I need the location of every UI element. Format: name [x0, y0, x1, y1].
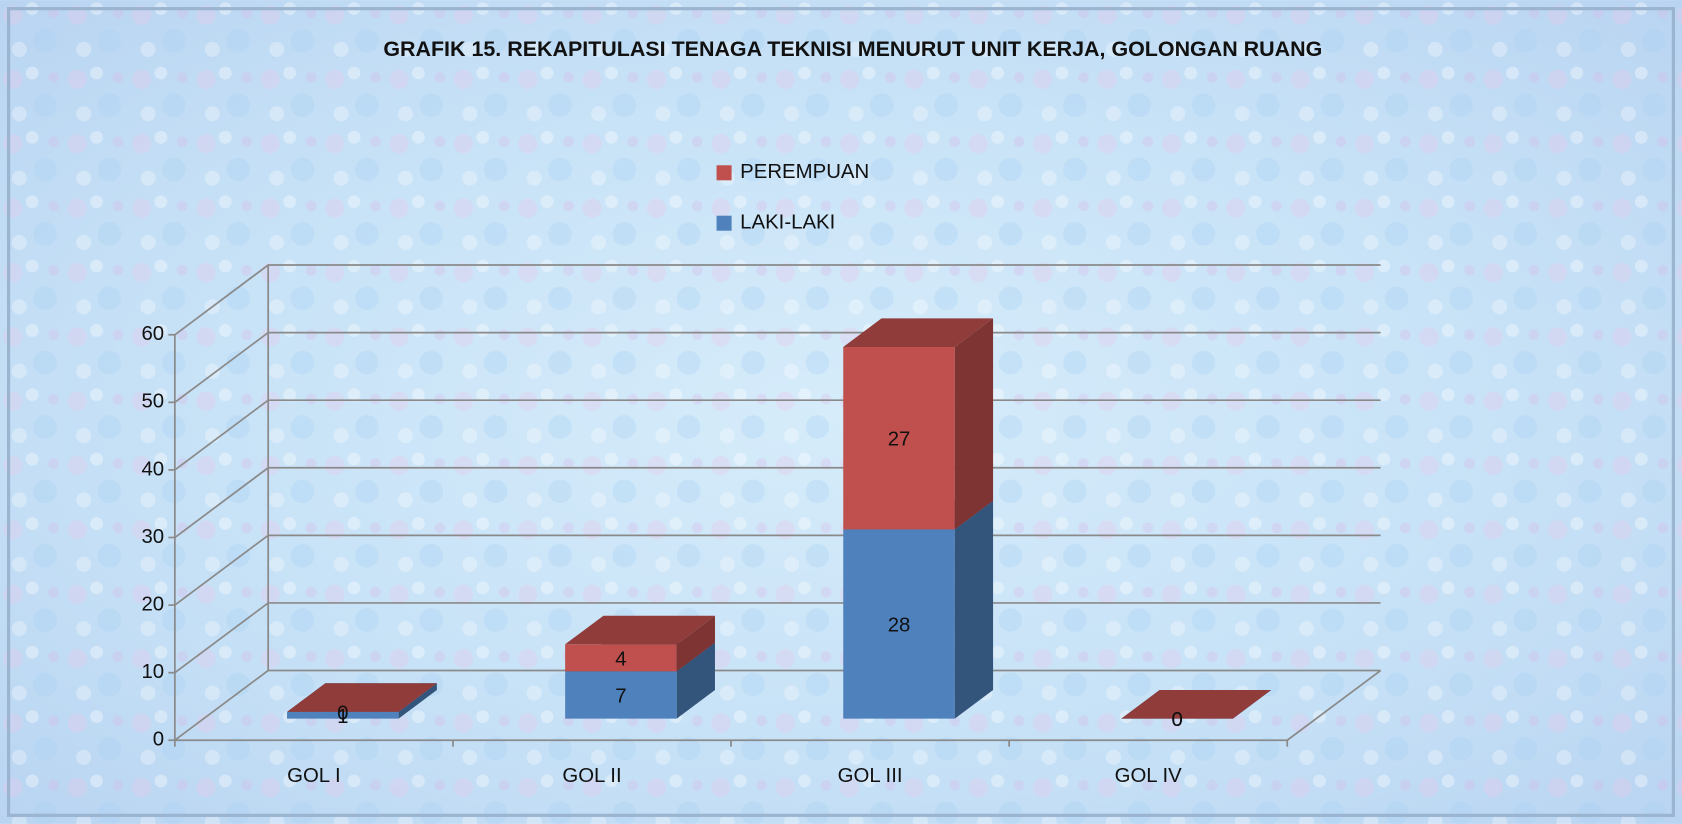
legend-swatch	[716, 165, 732, 181]
y-tick-label: 40	[141, 458, 164, 480]
bar-front	[843, 529, 955, 719]
bar-side	[398, 683, 437, 719]
y-tick-label: 10	[141, 661, 164, 683]
bar-front	[843, 346, 955, 530]
y-tick-label: 20	[141, 593, 164, 615]
data-label: 4	[615, 648, 626, 670]
legend-label: LAKI-LAKI	[740, 212, 835, 234]
frame	[6, 7, 1676, 817]
data-label: 0	[1171, 709, 1182, 731]
y-tick-label: 0	[153, 729, 164, 751]
x-tick-label: GOL II	[562, 765, 621, 787]
bar-top	[565, 615, 715, 645]
bar-side	[954, 318, 994, 530]
x-tick-label: GOL III	[838, 765, 903, 787]
bar-side	[676, 615, 715, 672]
grid-line	[174, 534, 1381, 606]
y-tick-label: 30	[141, 526, 164, 548]
data-label: 7	[615, 686, 626, 708]
bar-side	[954, 500, 994, 719]
legend-swatch	[716, 215, 732, 231]
bar-side	[676, 642, 715, 719]
grid-line	[174, 602, 1381, 674]
data-label: 27	[888, 429, 911, 451]
bar-top	[843, 318, 994, 347]
bar-front	[565, 671, 677, 719]
data-label: 0	[1171, 709, 1182, 731]
bar-front	[565, 644, 677, 672]
chart-title: GRAFIK 15. REKAPITULASI TENAGA TEKNISI M…	[383, 37, 1322, 61]
grid-line	[174, 669, 1381, 741]
x-tick-label: GOL IV	[1115, 765, 1183, 787]
grid-line	[174, 331, 1381, 404]
bar-top	[1121, 690, 1272, 719]
legend-label: PEREMPUAN	[740, 161, 869, 183]
grid-line	[174, 466, 1381, 539]
data-label: 28	[888, 615, 911, 637]
data-label: 1	[337, 706, 348, 728]
grid-line	[174, 264, 1381, 336]
x-tick-label: GOL I	[287, 765, 341, 787]
bar-front	[287, 711, 399, 719]
y-tick-label: 60	[141, 323, 164, 345]
bar-top	[287, 683, 437, 712]
y-tick-label: 50	[141, 391, 164, 413]
data-label: 0	[337, 702, 348, 724]
grid-line	[174, 399, 1381, 471]
